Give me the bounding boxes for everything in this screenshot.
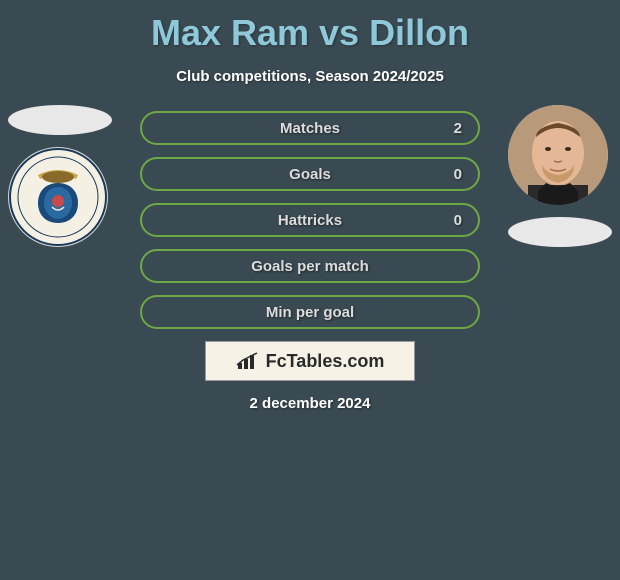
stat-label: Goals per match <box>251 258 369 275</box>
page-subtitle: Club competitions, Season 2024/2025 <box>0 68 620 85</box>
player-name-plate-left <box>8 105 112 135</box>
crest-icon <box>8 147 108 247</box>
logo-text: FcTables.com <box>266 351 385 372</box>
stat-label: Matches <box>280 120 340 137</box>
comparison-area: Matches 2 Goals 0 Hattricks 0 Goals per … <box>0 105 620 412</box>
player-photo-right <box>508 105 608 205</box>
stats-list: Matches 2 Goals 0 Hattricks 0 Goals per … <box>140 105 480 329</box>
stat-row-goals-per-match: Goals per match <box>140 249 480 283</box>
right-player-block <box>508 105 612 247</box>
stat-row-min-per-goal: Min per goal <box>140 295 480 329</box>
club-crest-left <box>8 147 108 247</box>
source-logo[interactable]: FcTables.com <box>205 341 415 381</box>
bar-chart-icon <box>236 351 260 371</box>
stat-row-goals: Goals 0 <box>140 157 480 191</box>
stat-value-right: 0 <box>454 212 462 229</box>
stat-row-matches: Matches 2 <box>140 111 480 145</box>
stat-row-hattricks: Hattricks 0 <box>140 203 480 237</box>
stat-label: Hattricks <box>278 212 342 229</box>
player-name-plate-right <box>508 217 612 247</box>
stat-label: Min per goal <box>266 304 354 321</box>
stat-value-right: 2 <box>454 120 462 137</box>
stat-value-right: 0 <box>454 166 462 183</box>
stat-label: Goals <box>289 166 331 183</box>
left-player-block <box>8 105 112 247</box>
player-face-icon <box>508 105 608 205</box>
page-title: Max Ram vs Dillon <box>0 0 620 54</box>
date-text: 2 december 2024 <box>0 395 620 412</box>
